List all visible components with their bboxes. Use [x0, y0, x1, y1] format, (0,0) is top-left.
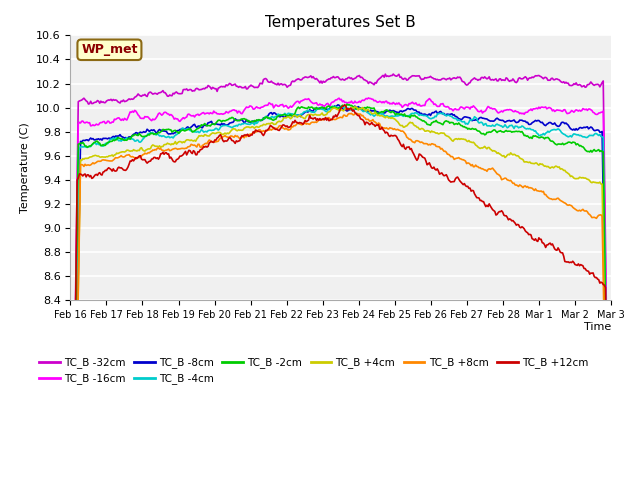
TC_B -16cm — [365, 95, 372, 101]
Line: TC_B +12cm: TC_B +12cm — [70, 105, 611, 480]
TC_B -8cm — [235, 118, 243, 123]
TC_B +4cm — [396, 122, 404, 128]
TC_B -2cm — [396, 112, 404, 118]
TC_B +12cm — [294, 120, 302, 126]
Line: TC_B -8cm: TC_B -8cm — [70, 105, 611, 480]
TC_B +12cm — [341, 102, 349, 108]
TC_B -32cm — [369, 81, 377, 86]
TC_B -4cm — [370, 113, 378, 119]
Line: TC_B -2cm: TC_B -2cm — [70, 104, 611, 480]
TC_B -32cm — [389, 71, 397, 77]
TC_B -2cm — [559, 140, 566, 146]
Legend: TC_B -32cm, TC_B -16cm, TC_B -8cm, TC_B -4cm, TC_B -2cm, TC_B +4cm, TC_B +8cm, T: TC_B -32cm, TC_B -16cm, TC_B -8cm, TC_B … — [35, 353, 592, 389]
TC_B -16cm — [235, 108, 243, 114]
TC_B -2cm — [235, 118, 243, 123]
TC_B +4cm — [559, 167, 566, 172]
TC_B -8cm — [559, 120, 566, 125]
TC_B -4cm — [396, 112, 404, 118]
TC_B +12cm — [559, 250, 566, 256]
TC_B +4cm — [351, 104, 358, 110]
TC_B -2cm — [465, 126, 473, 132]
TC_B -16cm — [370, 98, 378, 104]
TC_B -32cm — [465, 80, 473, 86]
Line: TC_B -16cm: TC_B -16cm — [70, 98, 611, 480]
TC_B -4cm — [465, 120, 473, 125]
Title: Temperatures Set B: Temperatures Set B — [266, 15, 416, 30]
Y-axis label: Temperature (C): Temperature (C) — [20, 122, 30, 213]
TC_B +4cm — [370, 111, 378, 117]
Text: WP_met: WP_met — [81, 43, 138, 56]
TC_B +8cm — [465, 160, 473, 166]
TC_B +8cm — [235, 135, 243, 141]
TC_B -8cm — [465, 115, 473, 120]
TC_B +8cm — [348, 110, 355, 116]
TC_B -2cm — [294, 104, 302, 110]
Line: TC_B -4cm: TC_B -4cm — [70, 106, 611, 480]
TC_B -4cm — [235, 121, 243, 127]
TC_B -8cm — [334, 102, 342, 108]
TC_B +12cm — [465, 185, 473, 191]
TC_B -8cm — [294, 112, 302, 118]
TC_B -16cm — [465, 105, 473, 110]
TC_B -4cm — [328, 103, 336, 109]
TC_B -32cm — [396, 74, 404, 80]
TC_B +4cm — [465, 138, 473, 144]
TC_B -16cm — [396, 102, 404, 108]
TC_B +12cm — [396, 140, 404, 146]
TC_B -16cm — [294, 98, 302, 104]
TC_B -32cm — [559, 80, 566, 85]
TC_B -2cm — [370, 105, 378, 111]
TC_B -32cm — [235, 84, 243, 90]
TC_B -4cm — [559, 131, 566, 136]
TC_B +12cm — [370, 122, 378, 128]
Text: Time: Time — [584, 322, 611, 332]
TC_B +8cm — [370, 119, 378, 124]
TC_B -16cm — [559, 108, 566, 114]
TC_B -2cm — [343, 101, 351, 107]
Line: TC_B +4cm: TC_B +4cm — [70, 107, 611, 480]
TC_B +8cm — [559, 199, 566, 204]
TC_B +12cm — [235, 138, 243, 144]
Line: TC_B -32cm: TC_B -32cm — [70, 74, 611, 480]
TC_B -4cm — [294, 112, 302, 118]
TC_B +8cm — [294, 120, 302, 126]
TC_B +4cm — [294, 113, 302, 119]
TC_B -8cm — [396, 108, 404, 114]
TC_B -8cm — [370, 108, 378, 114]
Line: TC_B +8cm: TC_B +8cm — [70, 113, 611, 480]
TC_B +4cm — [235, 127, 243, 132]
TC_B +8cm — [396, 128, 404, 133]
TC_B -32cm — [294, 76, 302, 82]
